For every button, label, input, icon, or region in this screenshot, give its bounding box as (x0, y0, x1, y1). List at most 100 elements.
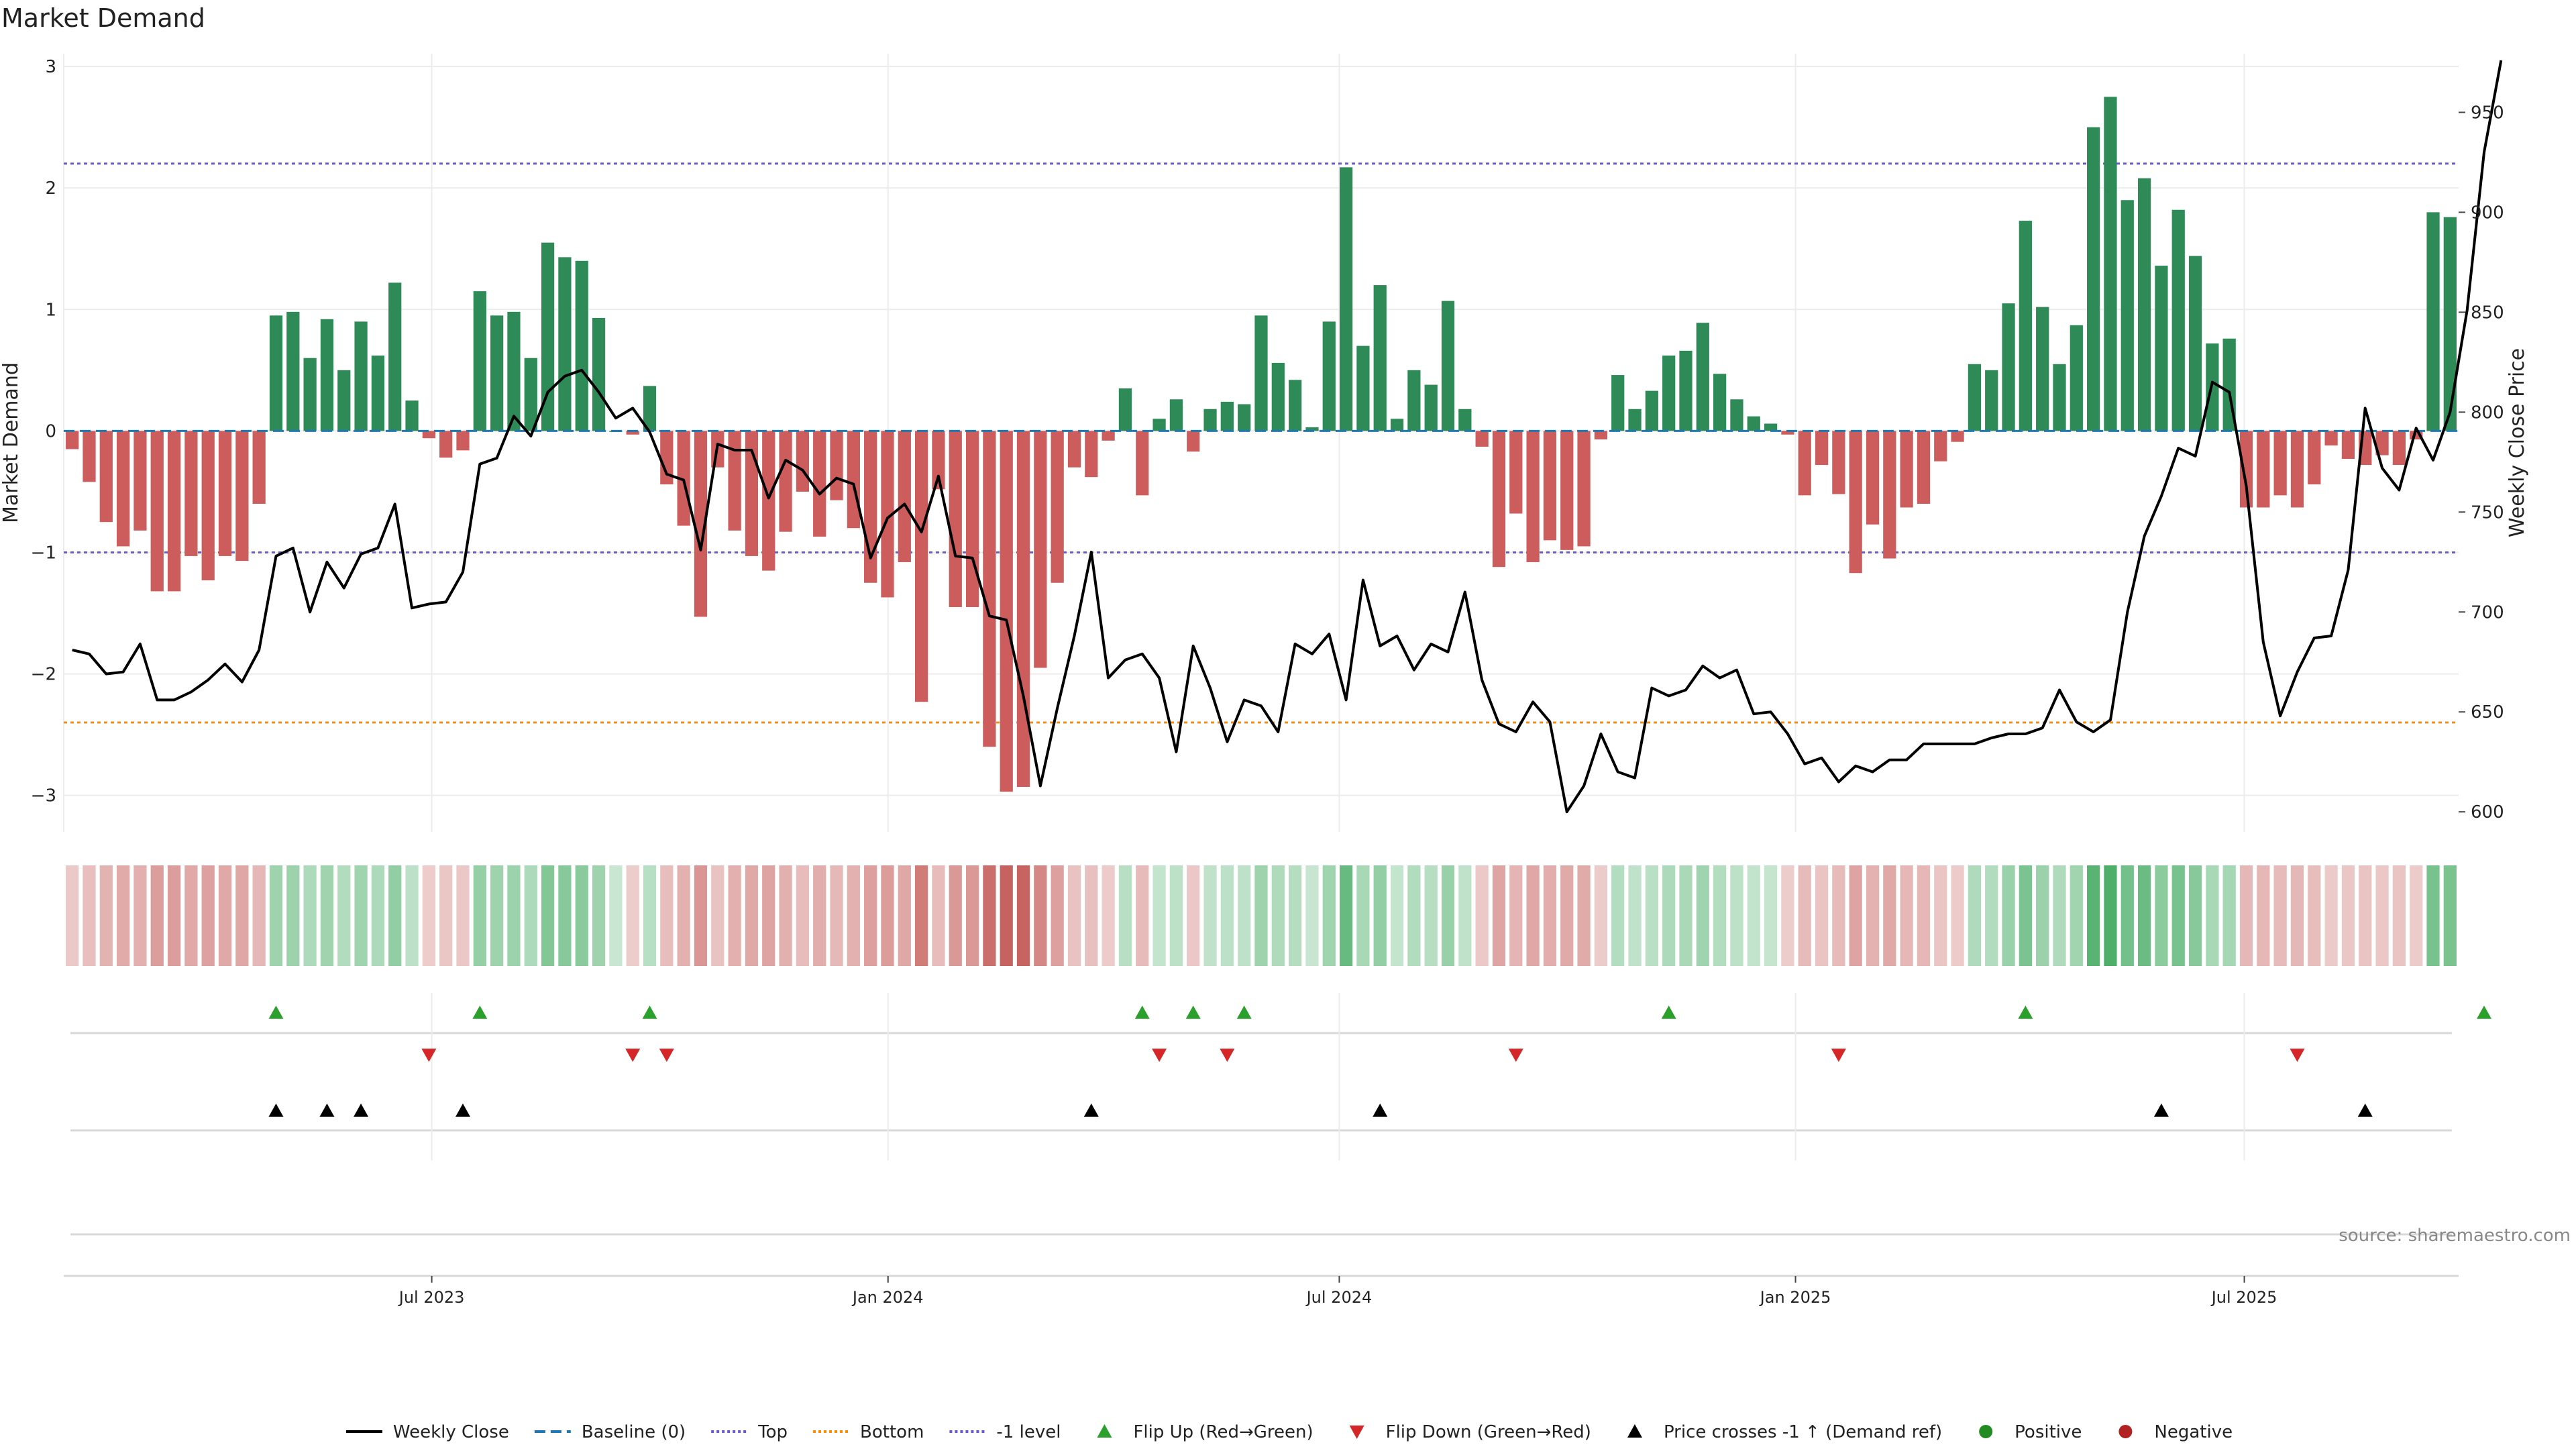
y-tick-label: 1 (45, 300, 56, 320)
heat-cell (1764, 865, 1778, 966)
demand-bar (1815, 431, 1829, 466)
demand-bar (1781, 431, 1794, 435)
heat-cell (354, 865, 368, 966)
y-tick-label: −1 (31, 543, 56, 563)
demand-bar (354, 321, 368, 431)
demand-bar (252, 431, 266, 504)
demand-bar (405, 400, 419, 431)
heat-cell (1475, 865, 1489, 966)
heat-cell (1271, 865, 1285, 966)
demand-bar (235, 431, 249, 561)
demand-bar (1169, 399, 1183, 431)
demand-bar (1220, 401, 1234, 431)
demand-bar (439, 431, 453, 458)
flip-up-marker (472, 1006, 488, 1019)
legend-label: Top (757, 1422, 788, 1442)
heat-cell (541, 865, 555, 966)
heat-cell (609, 865, 623, 966)
price-cross-marker (354, 1104, 369, 1117)
heat-cell (1492, 865, 1506, 966)
demand-bar (1203, 409, 1217, 431)
heat-cell (1560, 865, 1574, 966)
demand-bar (1934, 431, 1947, 462)
demand-bar (1475, 431, 1489, 447)
heat-cell (201, 865, 215, 966)
heat-cell (1798, 865, 1811, 966)
heat-cell (983, 865, 996, 966)
demand-bar (1594, 431, 1608, 440)
heat-cell (643, 865, 657, 966)
legend-item: Baseline (0) (534, 1422, 686, 1442)
legend-item: Flip Down (Green→Red) (1349, 1422, 1591, 1442)
demand-bar (1696, 323, 1709, 431)
heat-cell (1594, 865, 1608, 966)
demand-bar (965, 431, 979, 607)
heat-cell (1509, 865, 1523, 966)
heat-cell (1254, 865, 1268, 966)
demand-bar (1985, 370, 1998, 431)
demand-bar (2443, 217, 2457, 431)
demand-bar (1628, 409, 1642, 431)
price-cross-marker (2153, 1104, 2169, 1117)
legend-item: Positive (1979, 1422, 2082, 1442)
demand-bar (1085, 431, 1098, 478)
heat-cell (1696, 865, 1709, 966)
heat-cell (1968, 865, 1982, 966)
demand-heat-strip (66, 865, 2457, 966)
heat-cell (1577, 865, 1591, 966)
y2-axis-label: Weekly Close Price (2506, 348, 2529, 537)
demand-bar (932, 431, 945, 490)
heat-cell (2053, 865, 2066, 966)
legend-label: Flip Up (Red→Green) (1133, 1422, 1313, 1442)
price-cross-marker (2357, 1104, 2373, 1117)
heat-cell (2137, 865, 2151, 966)
flip-down-marker (1508, 1049, 1523, 1062)
demand-bar (2341, 431, 2355, 460)
demand-bar (762, 431, 775, 571)
demand-bar (1136, 431, 1149, 496)
heat-cell (2188, 865, 2202, 966)
heat-cell (1934, 865, 1947, 966)
heat-cell (337, 865, 351, 966)
demand-bar (1152, 419, 1166, 431)
legend-label: Weekly Close (393, 1422, 509, 1442)
heat-cell (881, 865, 894, 966)
heat-cell (218, 865, 232, 966)
heat-cell (286, 865, 300, 966)
demand-bar (337, 370, 351, 431)
demand-bar (133, 431, 147, 531)
demand-bar (1289, 380, 1302, 431)
demand-bar (1662, 356, 1676, 431)
demand-bar (1067, 431, 1081, 468)
heat-cell (2290, 865, 2304, 966)
heat-cell (2359, 865, 2372, 966)
x-tick-label: Jul 2023 (398, 1288, 465, 1307)
flip-down-marker (625, 1049, 641, 1062)
heat-cell (2341, 865, 2355, 966)
demand-bar (83, 431, 96, 482)
price-cross-marker (455, 1104, 470, 1117)
demand-bar (184, 431, 198, 556)
heat-cell (1543, 865, 1557, 966)
heat-cell (2392, 865, 2406, 966)
heat-cell (1136, 865, 1149, 966)
heat-cell (490, 865, 504, 966)
demand-bar (592, 317, 606, 431)
chart-title: Market Demand (1, 3, 205, 33)
demand-bar (898, 431, 911, 562)
heat-cell (99, 865, 113, 966)
flip-up-marker (1661, 1006, 1676, 1019)
heat-cell (949, 865, 962, 966)
heat-cell (830, 865, 843, 966)
source-note: source: sharemaestro.com (2339, 1226, 2571, 1246)
demand-bar (1339, 167, 1353, 431)
x-tick-label: Jan 2025 (1759, 1288, 1831, 1307)
heat-cell (2257, 865, 2270, 966)
demand-bar (660, 431, 674, 485)
heat-cell (133, 865, 147, 966)
heat-cell (2239, 865, 2253, 966)
flip-up-marker (2476, 1006, 2491, 1019)
heat-cell (66, 865, 79, 966)
demand-bar (1034, 431, 1047, 668)
heat-cell (1730, 865, 1743, 966)
